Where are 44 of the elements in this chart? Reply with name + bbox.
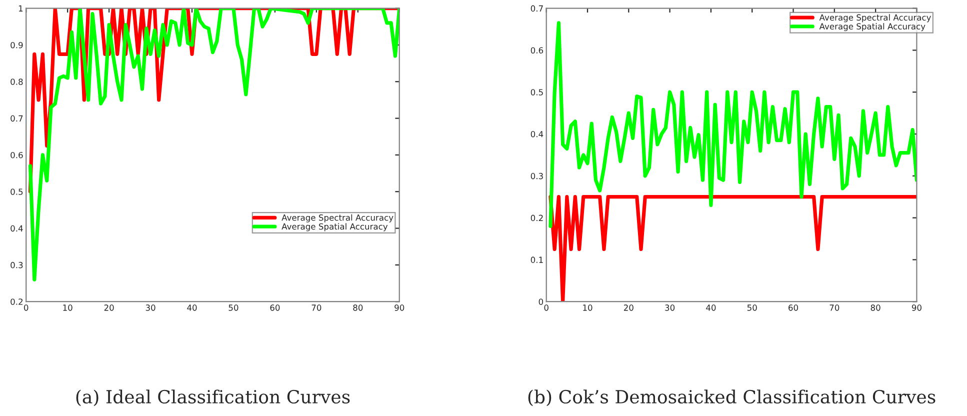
y-tick-label: 0.6 [10,152,23,158]
x-tick-label: 30 [146,304,156,311]
x-tick-label: 80 [870,304,880,311]
y-tick-label: 0.9 [10,42,23,48]
x-tick-label: 0 [544,304,548,311]
x-tick-label: 40 [187,304,197,311]
x-tick-label: 40 [706,304,716,311]
legend-label: Average Spatial Accuracy [282,223,388,232]
line-series [28,8,400,282]
y-tick-label: 0.3 [10,262,23,268]
x-tick-label: 0 [24,304,28,311]
x-tick-label: 70 [830,304,840,311]
legend-label: Average Spectral Accuracy [819,14,931,22]
x-tick-label: 30 [665,304,675,311]
x-tick-label: 90 [394,304,404,311]
text: (a) Ideal Classification Curves [76,390,350,406]
legend-label: Average Spatial Accuracy [819,23,926,32]
y-tick-label: 0.4 [10,225,23,232]
y-tick-label: 0.7 [10,115,23,122]
y-tick-label: 0 [538,298,544,305]
y-tick-label: 0.5 [530,89,543,96]
x-tick-label: 90 [912,304,922,311]
x-tick-label: 70 [312,304,322,311]
y-tick-label: 1 [18,5,23,12]
y-tick-label: 0.2 [10,298,22,305]
x-tick-label: 10 [63,304,72,311]
y-tick-label: 0.1 [530,256,543,263]
y-tick-label: 0.6 [530,47,544,54]
y-tick-label: 0.8 [10,78,23,85]
y-tick-label: 0.5 [10,188,23,195]
x-tick-label: 20 [104,304,114,311]
y-tick-label: 0.7 [530,5,543,12]
y-tick-label: 0.3 [530,172,543,180]
x-tick-label: 50 [228,304,238,311]
x-tick-label: 60 [270,304,280,311]
x-tick-label: 20 [624,304,634,311]
x-tick-label: 10 [583,304,592,311]
y-tick-label: 0.2 [530,214,543,222]
x-tick-label: 50 [747,304,757,311]
legend-label: Average Spectral Accuracy [282,214,394,222]
x-tick-label: 60 [788,304,798,311]
y-tick-label: 0.4 [530,130,544,138]
x-tick-label: 80 [353,304,363,311]
text: (b) Cok’s Demosaicked Classification Curves [528,390,936,406]
